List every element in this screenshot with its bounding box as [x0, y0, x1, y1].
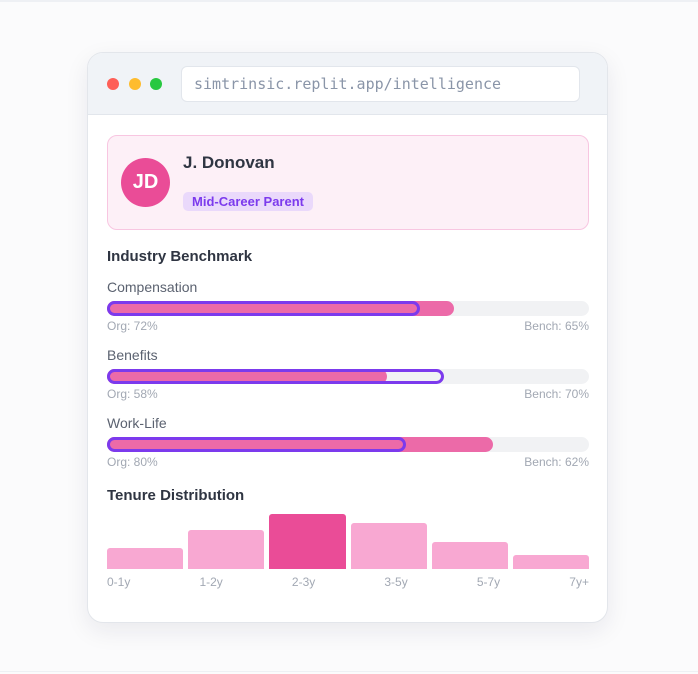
metric-track: [107, 437, 589, 452]
bench-marker: [107, 301, 421, 316]
tenure-tick-label: 3-5y: [384, 575, 408, 589]
tenure-tick-label: 7y+: [569, 575, 589, 589]
tenure-bar-0-1y: [107, 548, 184, 569]
benchmark-title: Industry Benchmark: [107, 248, 253, 265]
metric-label: Work-Life: [107, 415, 167, 431]
tenure-tick-label: 0-1y: [107, 575, 131, 589]
tenure-chart: [107, 514, 590, 569]
bench-value: Bench: 65%: [524, 319, 589, 333]
org-bar: [107, 437, 493, 452]
metric-label: Benefits: [107, 347, 158, 363]
bench-marker: [107, 437, 406, 452]
close-window-button[interactable]: [107, 78, 119, 90]
minimize-window-button[interactable]: [129, 78, 141, 90]
tenure-tick-label: 5-7y: [476, 575, 501, 589]
org-bar: [107, 301, 455, 316]
metric-work-life: Work-Life Org: 80% Bench: 62%: [107, 415, 589, 469]
bench-value: Bench: 70%: [524, 387, 589, 401]
address-bar[interactable]: simtrinsic.replit.app/intelligence: [181, 66, 580, 102]
tenure-bar-5-7y: [431, 542, 508, 569]
tenure-bar-2-3y: [269, 514, 346, 569]
profile-name: J. Donovan: [183, 153, 275, 172]
org-value: Org: 80%: [107, 455, 158, 469]
bench-value: Bench: 62%: [524, 455, 589, 469]
metric-track: [107, 369, 589, 384]
org-bar: [107, 369, 387, 384]
org-value: Org: 72%: [107, 319, 158, 333]
tenure-tick-label: 2-3y: [291, 575, 316, 589]
tenure-title: Tenure Distribution: [107, 487, 245, 504]
bench-marker: [107, 369, 445, 384]
top-divider: [0, 0, 698, 2]
avatar: JD: [121, 158, 170, 207]
tenure-bar-1-2y: [188, 529, 265, 569]
tenure-x-axis: 0-1y 1-2y 2-3y 3-5y 5-7y 7y+: [107, 575, 589, 589]
metric-compensation: Compensation Org: 72% Bench: 65%: [107, 279, 589, 333]
maximize-window-button[interactable]: [150, 78, 162, 90]
tenure-tick-label: 1-2y: [199, 575, 223, 589]
metric-benefits: Benefits Org: 58% Bench: 70%: [107, 347, 589, 401]
tenure-bar-3-5y: [350, 522, 427, 569]
metric-track: [107, 301, 589, 316]
tenure-bar-7y+: [512, 555, 590, 569]
metric-label: Compensation: [107, 279, 198, 295]
browser-titlebar: simtrinsic.replit.app/intelligence: [88, 53, 607, 115]
profile-card: JD J. Donovan Mid-Career Parent: [107, 135, 589, 230]
bottom-divider: [0, 671, 698, 672]
browser-window: simtrinsic.replit.app/intelligence JD J.…: [87, 52, 608, 623]
org-value: Org: 58%: [107, 387, 158, 401]
segment-badge: Mid-Career Parent: [183, 192, 313, 211]
